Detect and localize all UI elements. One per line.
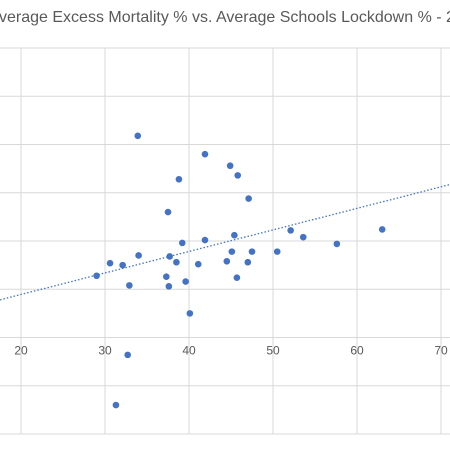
data-point [135, 252, 142, 259]
data-point [378, 226, 386, 233]
data-point [226, 162, 234, 170]
data-point [119, 261, 126, 269]
data-point [244, 258, 252, 266]
data-point [175, 175, 183, 183]
data-point [223, 257, 231, 265]
data-point [178, 239, 186, 247]
data-point [124, 351, 131, 359]
data-point [194, 260, 202, 268]
data-point [234, 172, 242, 179]
data-point [186, 310, 194, 317]
chart-title: verage Excess Mortality % vs. Average Sc… [0, 9, 450, 26]
data-point [173, 258, 180, 266]
x-tick-label: 20 [14, 344, 28, 358]
data-point [134, 132, 142, 140]
data-point [333, 240, 341, 248]
data-point [299, 233, 307, 241]
trendline [0, 183, 450, 301]
data-point [248, 248, 256, 255]
data-point [112, 401, 120, 409]
data-point [165, 283, 173, 290]
x-tick-label: 60 [350, 344, 364, 358]
data-point [287, 227, 294, 234]
data-point [93, 272, 100, 280]
data-point [163, 273, 170, 281]
data-point [245, 195, 252, 202]
data-point [166, 253, 173, 260]
data-point [228, 248, 236, 255]
data-point [231, 231, 238, 239]
x-tick-label: 30 [98, 344, 112, 358]
x-tick-label: 40 [182, 344, 196, 358]
data-point [126, 282, 133, 289]
data-point [273, 248, 281, 255]
x-tick-label: 70 [434, 344, 448, 358]
data-point [182, 278, 189, 285]
data-point [201, 150, 209, 158]
data-point [201, 236, 209, 244]
x-tick-label: 50 [266, 344, 280, 358]
data-point [106, 259, 114, 267]
data-point [233, 274, 241, 281]
data-point [164, 208, 172, 216]
